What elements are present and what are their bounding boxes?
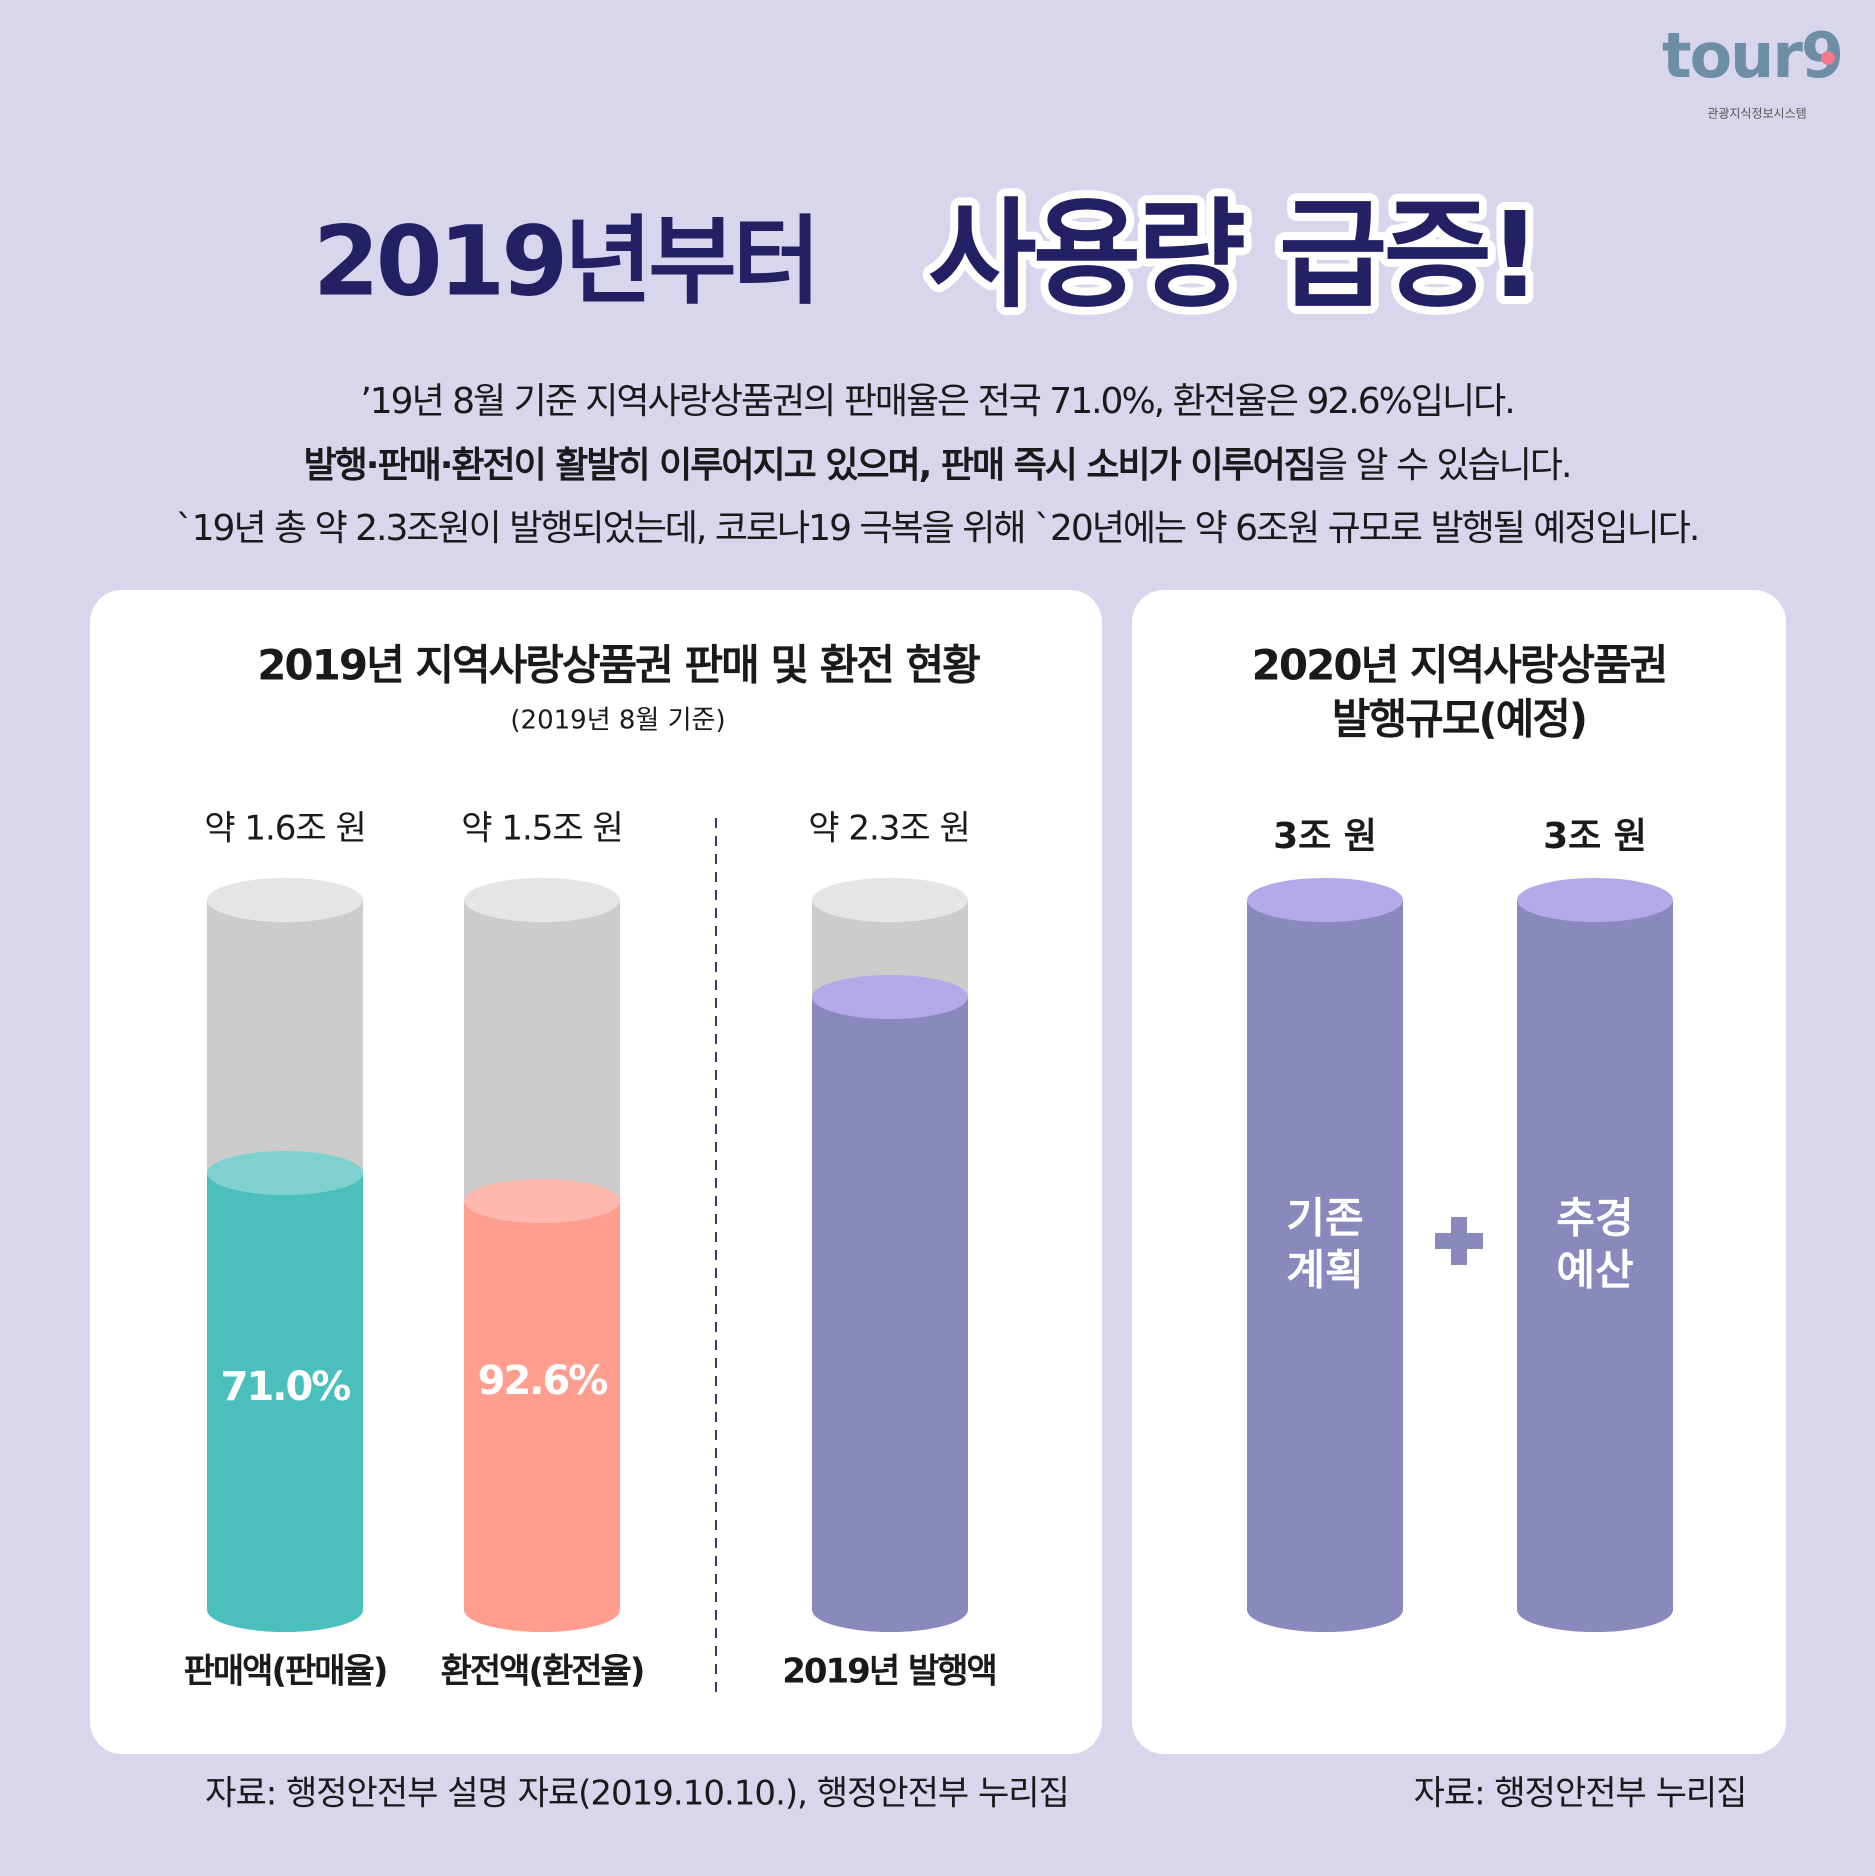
intro-bold: 발행·판매·환전이 활발히 이루어지고 있으며, 판매 즉시 소비가 이루어짐 <box>304 445 1315 486</box>
cylinder <box>1517 878 1673 1632</box>
column-label: 환전액(환전율) <box>441 1652 644 1692</box>
cylinder-top <box>1517 878 1673 922</box>
cylinder-fill <box>464 1201 620 1610</box>
intro-line: `19년 총 약 2.3조원이 발행되었는데, 코로나19 극복을 위해 `20… <box>176 508 1699 549</box>
amount: 약 1.5조 원 <box>461 809 623 849</box>
title-part1: 2019년부터 <box>313 205 817 317</box>
cylinder-fill <box>812 997 968 1610</box>
column-label: 계획 <box>1286 1246 1363 1295</box>
panel-title: 발행규모(예정) <box>1332 695 1586 744</box>
amount: 3조 원 <box>1543 816 1647 857</box>
source: 자료: 행정안전부 설명 자료(2019.10.10.), 행정안전부 누리집 <box>205 1774 1069 1814</box>
cylinder-bottom <box>207 1588 363 1632</box>
column-label: 2019년 발행액 <box>782 1652 996 1692</box>
fill-top <box>207 1151 363 1195</box>
plus-sign <box>1435 1217 1483 1265</box>
intro-line: ’19년 8월 기준 지역사랑상품권의 판매율은 전국 71.0%, 환전율은 … <box>360 381 1513 422</box>
intro-rest: 을 알 수 있습니다. <box>1315 445 1571 486</box>
column-label: 예산 <box>1556 1246 1633 1295</box>
cylinder-bottom <box>1247 1588 1403 1632</box>
amount: 3조 원 <box>1273 816 1377 857</box>
cylinder <box>1247 878 1403 1632</box>
rate: 92.6% <box>478 1358 608 1404</box>
panel-subtitle: (2019년 8월 기준) <box>510 706 725 736</box>
cylinder <box>464 878 620 1632</box>
logo-brand: tour9 <box>1662 19 1842 92</box>
cylinder-top <box>207 878 363 922</box>
logo-pin <box>1821 51 1835 65</box>
title-part2: 사용량 급증! <box>928 186 1538 324</box>
source: 자료: 행정안전부 누리집 <box>1414 1774 1747 1814</box>
cylinder-top <box>1247 878 1403 922</box>
column-label: 기존 <box>1286 1194 1363 1243</box>
cylinder-bottom <box>464 1588 620 1632</box>
cylinder-fill <box>1517 900 1673 1610</box>
panel-title: 2019년 지역사랑상품권 판매 및 환전 현황 <box>257 641 980 690</box>
right-panel <box>1132 590 1786 1754</box>
panel-title: 2020년 지역사랑상품권 <box>1252 641 1667 690</box>
column-label: 판매액(판매율) <box>184 1652 387 1692</box>
plus-bar <box>1451 1217 1467 1265</box>
cylinder-bottom <box>1517 1588 1673 1632</box>
amount: 약 2.3조 원 <box>808 809 970 849</box>
cylinder-top <box>812 878 968 922</box>
cylinder <box>207 878 363 1632</box>
fill-top <box>464 1179 620 1223</box>
cylinder-top <box>464 878 620 922</box>
column-label: 추경 <box>1556 1194 1633 1243</box>
cylinder-fill <box>1247 900 1403 1610</box>
cylinder-bottom <box>812 1588 968 1632</box>
cylinder-fill <box>207 1173 363 1610</box>
amount: 약 1.6조 원 <box>204 809 366 849</box>
fill-top <box>812 975 968 1019</box>
rate: 71.0% <box>221 1364 351 1410</box>
logo-subtitle: 관광지식정보시스템 <box>1707 107 1806 121</box>
intro-line: 발행·판매·환전이 활발히 이루어지고 있으며, 판매 즉시 소비가 이루어짐을… <box>304 445 1571 486</box>
cylinder <box>812 878 968 1632</box>
